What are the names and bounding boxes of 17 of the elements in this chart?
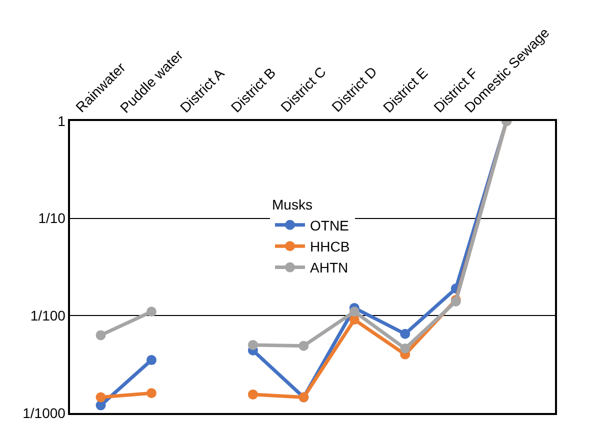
point: [248, 340, 258, 350]
y-tick-label: 1/10: [38, 210, 66, 226]
y-tick-label: 1/100: [30, 308, 66, 324]
legend-label: AHTN: [310, 260, 348, 276]
point: [146, 388, 156, 398]
point: [96, 392, 106, 402]
point: [146, 355, 156, 366]
legend-label: HHCB: [310, 238, 350, 255]
point: [298, 340, 309, 351]
legend-title: Musks: [272, 196, 312, 212]
point: [349, 306, 360, 317]
point: [400, 328, 410, 339]
point: [248, 389, 258, 400]
y-tick-label: 1: [58, 112, 66, 129]
legend-label: OTNE: [310, 217, 349, 234]
y-tick-label: 1/1000: [22, 404, 66, 421]
point: [400, 343, 410, 354]
